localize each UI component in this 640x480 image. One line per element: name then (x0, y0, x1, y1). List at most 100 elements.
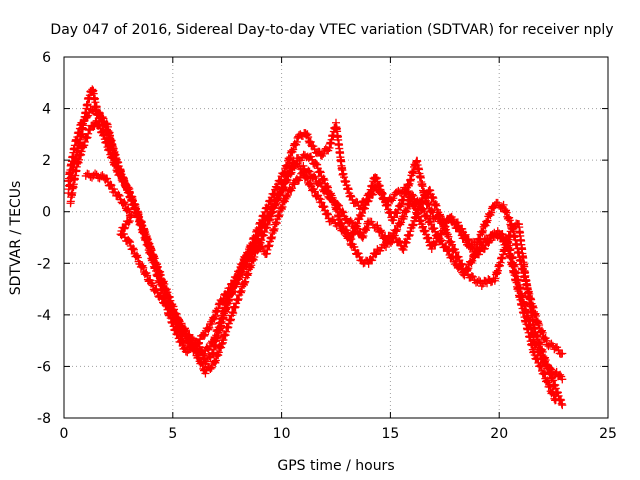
data-point-marker (83, 133, 92, 142)
data-point-marker (423, 191, 432, 200)
data-point-marker (231, 280, 240, 289)
data-point-marker (260, 221, 269, 230)
data-point-marker (264, 214, 273, 223)
data-point-marker (362, 223, 371, 232)
data-point-marker (272, 195, 281, 204)
data-point-marker (320, 202, 329, 211)
data-point-marker (400, 183, 409, 192)
data-point-marker (315, 194, 324, 203)
data-point-marker (119, 199, 128, 208)
data-point-marker (319, 149, 328, 158)
data-point-marker (103, 174, 112, 183)
data-point-marker (121, 200, 130, 209)
data-point-marker (530, 347, 539, 356)
data-point-marker (286, 185, 295, 194)
data-point-marker (289, 145, 298, 154)
data-point-marker (323, 209, 332, 218)
data-point-marker (281, 191, 290, 200)
data-point-marker (461, 230, 470, 239)
data-point-marker (173, 330, 182, 339)
data-point-marker (283, 191, 292, 200)
data-point-marker (540, 370, 549, 379)
y-tick-label: -2 (37, 256, 51, 272)
data-point-marker (545, 383, 554, 392)
data-point-marker (490, 228, 499, 237)
data-marks (64, 85, 567, 410)
data-point-marker (143, 271, 152, 280)
data-point-marker (316, 195, 325, 204)
data-point-marker (390, 231, 399, 240)
data-point-marker (320, 176, 329, 185)
data-point-marker (261, 219, 270, 228)
data-point-marker (469, 272, 478, 281)
data-point-marker (119, 230, 128, 239)
data-point-marker (177, 338, 186, 347)
data-point-marker (256, 228, 265, 237)
data-point-marker (169, 308, 178, 317)
data-point-marker (205, 342, 214, 351)
data-point-marker (302, 131, 311, 140)
data-point-marker (230, 282, 239, 291)
x-tick-label: 0 (60, 426, 69, 442)
data-point-marker (324, 210, 333, 219)
data-point-marker (304, 137, 313, 146)
x-tick-label: 25 (599, 426, 617, 442)
data-point-marker (126, 213, 135, 222)
data-point-marker (485, 237, 494, 246)
data-point-marker (290, 180, 299, 189)
data-point-marker (338, 222, 347, 231)
data-point-marker (204, 325, 213, 334)
data-point-marker (203, 324, 212, 333)
data-point-marker (301, 173, 310, 182)
data-point-marker (129, 245, 138, 254)
data-point-marker (395, 237, 404, 246)
y-tick-label: 2 (42, 153, 51, 169)
data-point-marker (181, 326, 190, 335)
data-point-marker (435, 234, 444, 243)
data-point-marker (316, 167, 325, 176)
data-point-marker (498, 234, 507, 243)
data-point-marker (207, 363, 216, 372)
data-point-marker (464, 235, 473, 244)
data-point-marker (180, 324, 189, 333)
data-point-marker (457, 259, 466, 268)
data-point-marker (106, 180, 115, 189)
data-point-marker (266, 209, 275, 218)
data-point-marker (448, 240, 457, 249)
data-point-marker (354, 249, 363, 258)
data-point-marker (383, 200, 392, 209)
data-point-marker (319, 202, 328, 211)
data-point-marker (532, 354, 541, 363)
data-point-marker (464, 236, 473, 245)
data-point-marker (537, 327, 546, 336)
data-point-marker (346, 216, 355, 225)
data-point-marker (423, 200, 432, 209)
data-point-marker (228, 288, 237, 297)
data-point-marker (139, 263, 148, 272)
data-point-marker (304, 133, 313, 142)
data-point-marker (257, 227, 266, 236)
data-point-marker (451, 248, 460, 257)
data-point-marker (269, 203, 278, 212)
data-point-marker (549, 390, 558, 399)
data-point-marker (189, 336, 198, 345)
data-point-marker (440, 223, 449, 232)
data-point-marker (133, 253, 142, 262)
y-tick-label: 6 (42, 50, 51, 66)
data-point-marker (556, 370, 565, 379)
data-point-marker (162, 298, 171, 307)
data-point-marker (200, 331, 209, 340)
data-point-marker (408, 197, 417, 206)
data-point-marker (269, 202, 278, 211)
data-point-marker (484, 239, 493, 248)
data-point-marker (533, 355, 542, 364)
data-point-marker (467, 242, 476, 251)
data-point-marker (195, 342, 204, 351)
x-axis-label: GPS time / hours (277, 458, 394, 474)
data-point-marker (373, 221, 382, 230)
data-point-marker (313, 160, 322, 169)
data-point-marker (201, 330, 210, 339)
data-point-marker (502, 239, 511, 248)
data-point-marker (558, 375, 567, 384)
data-point-marker (558, 349, 567, 358)
